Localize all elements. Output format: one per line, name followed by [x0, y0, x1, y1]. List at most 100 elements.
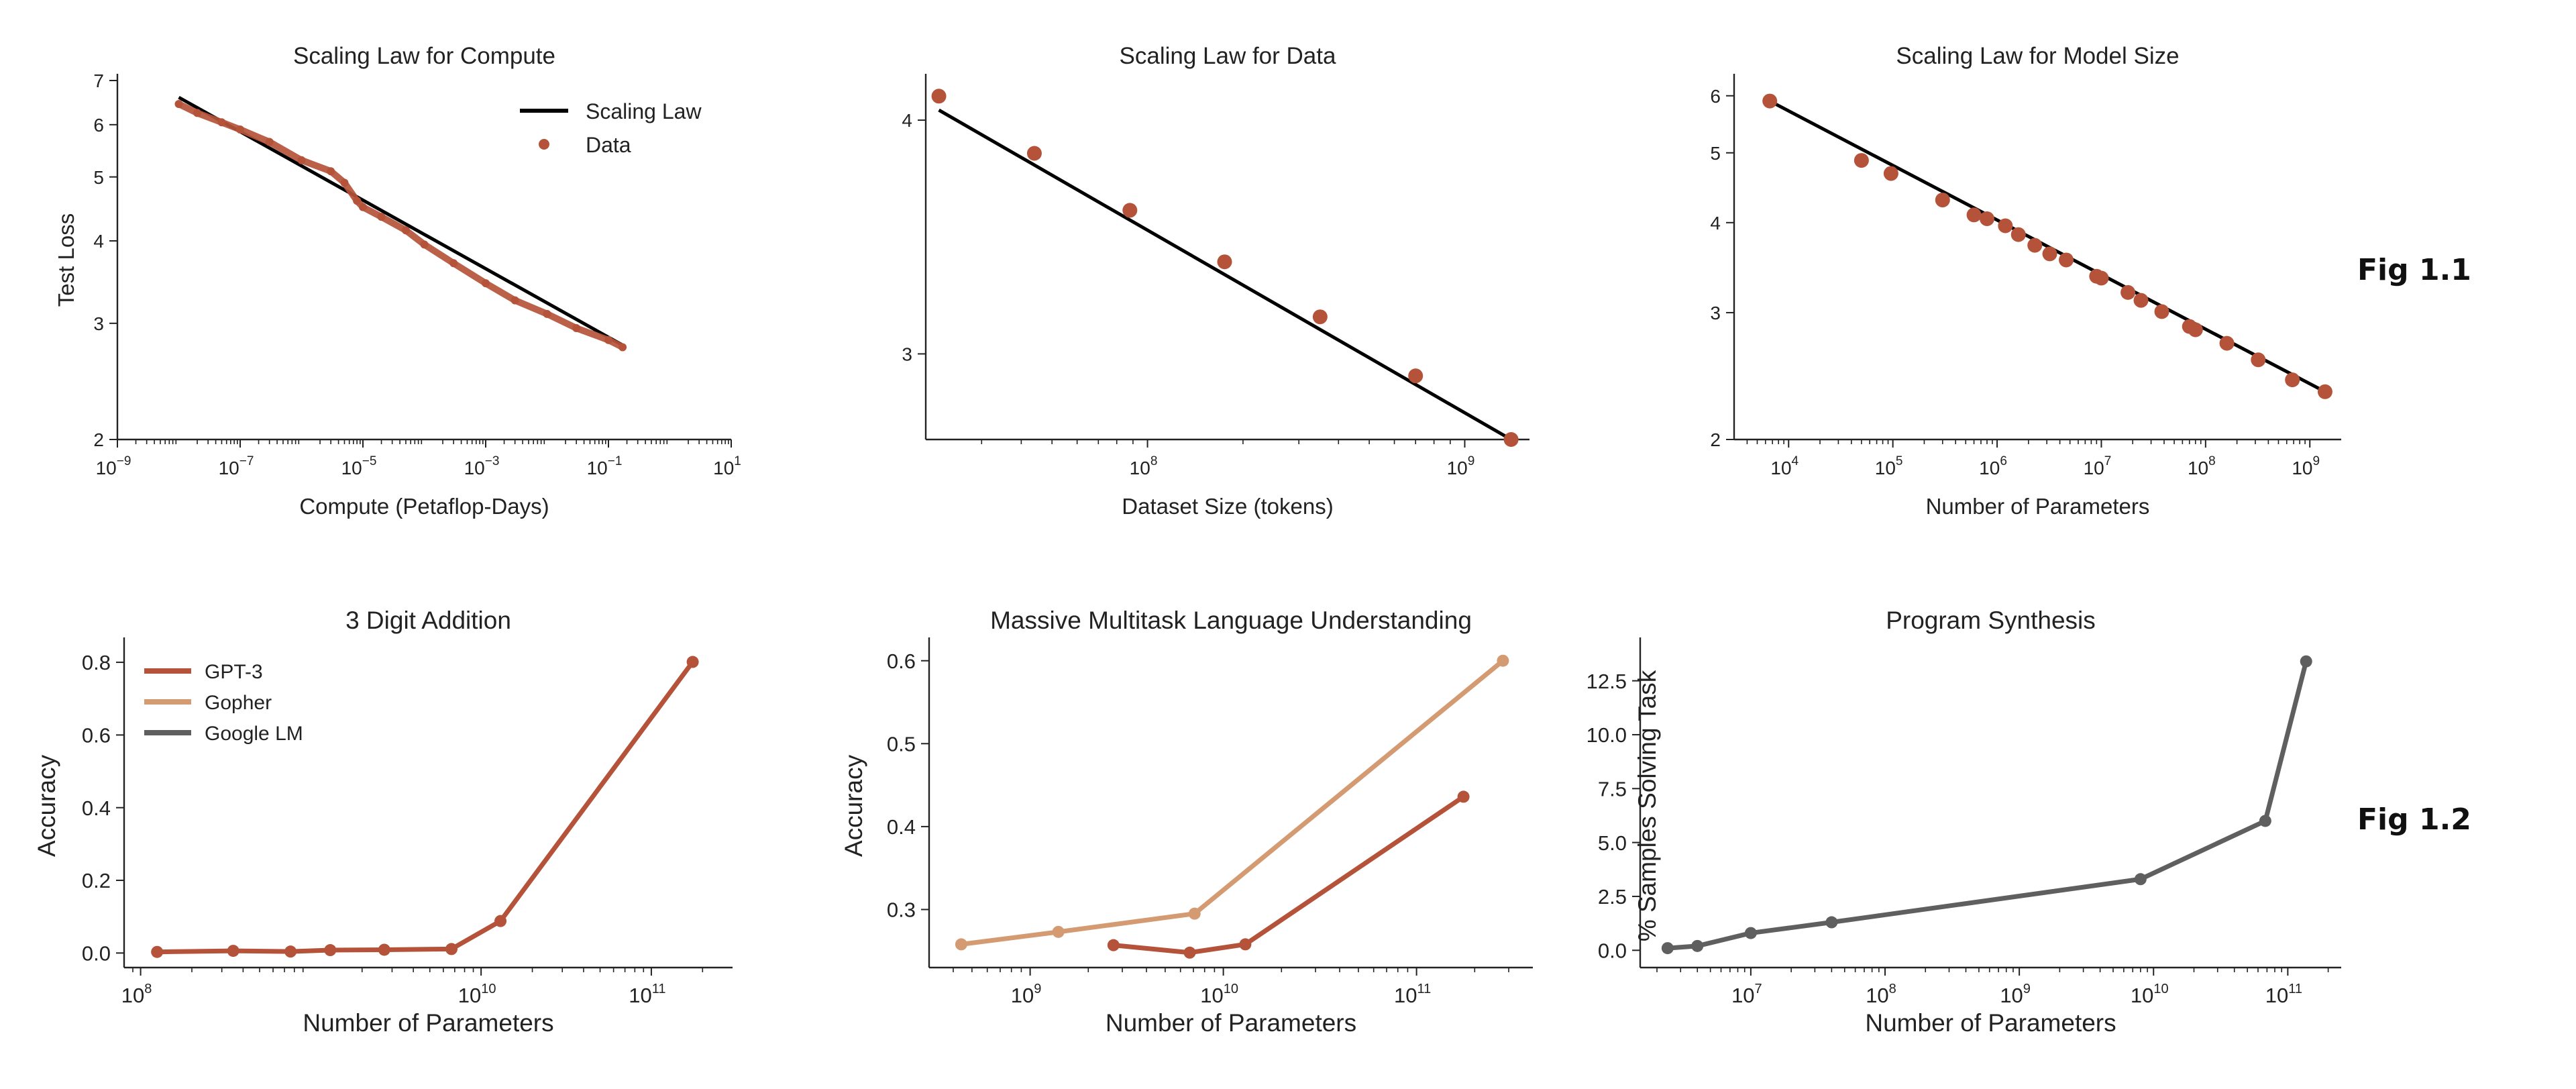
y-tick-label: 0.6 — [82, 724, 111, 747]
data-point — [340, 178, 349, 187]
legend-label: Google LM — [205, 723, 303, 745]
data-point — [2027, 238, 2043, 253]
series-point — [1188, 907, 1201, 920]
y-tick-label: 6 — [1710, 86, 1721, 107]
series-point — [1052, 925, 1065, 938]
chart-title: Scaling Law for Compute — [293, 43, 555, 69]
x-tick-exponent: 8 — [2208, 454, 2216, 468]
data-point — [619, 343, 627, 352]
data-point — [401, 226, 410, 235]
series-point — [151, 945, 164, 958]
x-tick-exponent: 10 — [1224, 982, 1238, 996]
y-tick-label: 4 — [93, 231, 104, 252]
series-point — [1457, 790, 1470, 803]
x-tick-label: 1010 — [1200, 982, 1238, 1007]
data-point — [236, 125, 244, 134]
scaling-law-line — [938, 108, 1512, 442]
data-point — [377, 213, 386, 221]
x-tick-label: 106 — [1979, 454, 2007, 478]
y-tick-label: 3 — [1710, 303, 1721, 323]
x-tick-exponent: 10 — [481, 982, 496, 996]
y-tick-label: 6 — [93, 115, 104, 136]
x-tick-exponent: 9 — [2023, 982, 2031, 996]
x-tick-exponent: −5 — [362, 454, 377, 468]
data-point — [2121, 284, 2136, 300]
y-tick-label: 4 — [1710, 213, 1721, 234]
data-point — [2251, 352, 2266, 368]
chart-title: 3 Digit Addition — [345, 607, 511, 634]
data-point — [297, 156, 306, 164]
x-tick-label: 105 — [1875, 454, 1903, 478]
data-point — [2059, 252, 2074, 268]
series-line-gpt-3 — [1113, 794, 1465, 955]
figure-label-1: Fig 1.1 — [2357, 253, 2471, 287]
y-tick-label: 0.2 — [82, 869, 111, 892]
y-tick-label: 0.3 — [887, 898, 916, 922]
x-tick-exponent: −1 — [608, 454, 623, 468]
y-axis-label: Accuracy — [840, 754, 867, 857]
series-point — [1107, 939, 1120, 951]
x-tick-label: 101 — [713, 454, 741, 478]
x-tick-label: 108 — [1130, 454, 1158, 478]
x-axis-label: Dataset Size (tokens) — [1122, 494, 1333, 519]
legend-swatch-data — [539, 139, 549, 150]
x-tick-exponent: 11 — [652, 982, 666, 996]
data-point — [2154, 304, 2169, 319]
x-tick-exponent: 11 — [1417, 982, 1431, 996]
series-point — [324, 944, 337, 957]
y-tick-label: 3 — [902, 344, 912, 365]
y-axis-label: % Samples Solving Task — [1633, 670, 1661, 941]
y-tick-label: 5 — [93, 167, 104, 188]
series-point — [1825, 916, 1838, 929]
x-tick-label: 109 — [1011, 982, 1042, 1007]
x-tick-exponent: 8 — [1889, 982, 1896, 996]
series-line-google-lm — [1667, 660, 2309, 951]
data-point — [2094, 270, 2109, 286]
x-tick-label: 10−5 — [341, 454, 377, 478]
x-tick-exponent: 7 — [2104, 454, 2112, 468]
x-tick-exponent: 6 — [2000, 454, 2007, 468]
data-point — [2317, 384, 2332, 399]
chart-title: Scaling Law for Data — [1120, 43, 1336, 69]
data-point — [931, 89, 947, 104]
data-point — [1935, 193, 1950, 208]
y-tick-label: 2 — [1710, 429, 1721, 450]
data-point — [2285, 372, 2300, 388]
data-point — [482, 279, 490, 288]
series-point — [1691, 939, 1704, 952]
x-tick-label: 1010 — [2131, 982, 2169, 1007]
x-tick-label: 1011 — [629, 982, 665, 1007]
data-point — [327, 167, 335, 176]
x-tick-exponent: 4 — [1792, 454, 1799, 468]
chart-title: Program Synthesis — [1886, 607, 2096, 634]
series-point — [2134, 873, 2147, 886]
x-axis-label: Number of Parameters — [1926, 494, 2150, 519]
data-point — [2219, 335, 2235, 351]
x-tick-exponent: 9 — [2313, 454, 2320, 468]
data-point — [1966, 207, 1982, 223]
series-point — [227, 945, 239, 957]
x-tick-label: 109 — [2000, 982, 2031, 1007]
data-point — [2188, 322, 2203, 338]
chart-panel-3: Scaling Law for Model Size 104 105 106 107 10… — [1710, 43, 2341, 519]
data-point — [359, 203, 367, 211]
data-point — [511, 296, 519, 305]
x-tick-exponent: 5 — [1896, 454, 1903, 468]
legend-label-data: Data — [586, 133, 631, 157]
scaling-law-line — [178, 95, 624, 347]
data-point — [217, 118, 226, 127]
y-tick-label: 5.0 — [1598, 831, 1627, 855]
data-point — [193, 109, 202, 117]
data-point — [1854, 153, 1869, 168]
series-point — [445, 943, 458, 955]
series-point — [2300, 655, 2312, 668]
y-tick-label: 0.4 — [887, 815, 916, 839]
x-tick-label: 1011 — [1394, 982, 1431, 1007]
x-axis-label: Number of Parameters — [303, 1009, 553, 1037]
x-tick-exponent: −9 — [117, 454, 131, 468]
series-line-gpt-3 — [157, 660, 695, 955]
legend-label: Gopher — [205, 692, 272, 714]
y-tick-label: 4 — [902, 110, 912, 131]
